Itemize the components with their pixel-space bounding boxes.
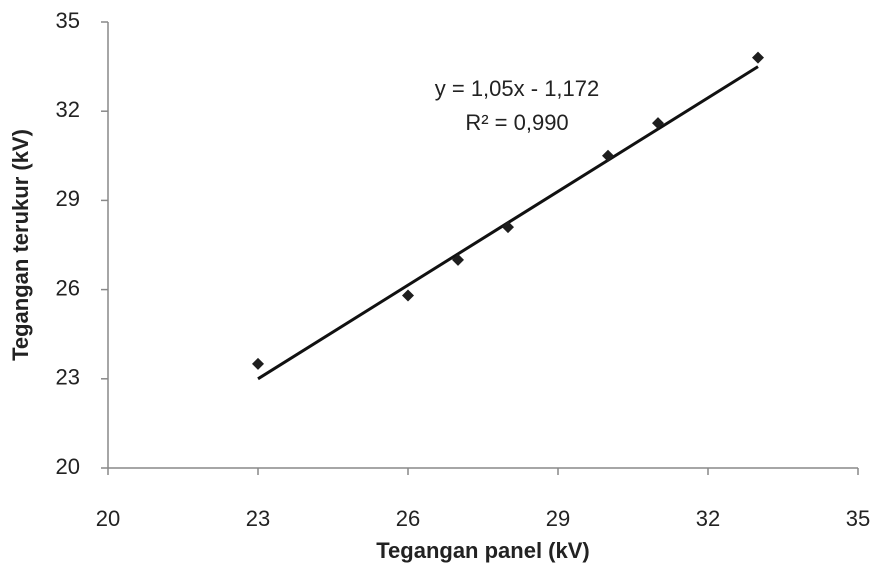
data-point [502,221,514,233]
trendline-equation: y = 1,05x - 1,172 [435,76,600,101]
y-tick-label: 29 [56,186,80,211]
x-tick-label: 26 [396,506,420,531]
x-tick-label: 32 [696,506,720,531]
y-tick-label: 20 [56,454,80,479]
y-tick-label: 32 [56,97,80,122]
x-tick-label: 23 [246,506,270,531]
y-tick-label: 23 [56,365,80,390]
chart: Tegangan panel (kV) Tegangan terukur (kV… [0,0,872,572]
data-point [602,150,614,162]
x-axis-title: Tegangan panel (kV) [376,538,590,563]
y-tick-label: 26 [56,275,80,300]
data-point [252,358,264,370]
x-tick-label: 20 [96,506,120,531]
y-axis-title: Tegangan terukur (kV) [8,129,33,361]
data-point [402,290,414,302]
x-tick-label: 29 [546,506,570,531]
x-tick-label: 35 [846,506,870,531]
data-point [752,52,764,64]
page: Tegangan panel (kV) Tegangan terukur (kV… [0,0,872,572]
y-tick-label: 35 [56,8,80,33]
r-squared: R² = 0,990 [465,110,568,135]
